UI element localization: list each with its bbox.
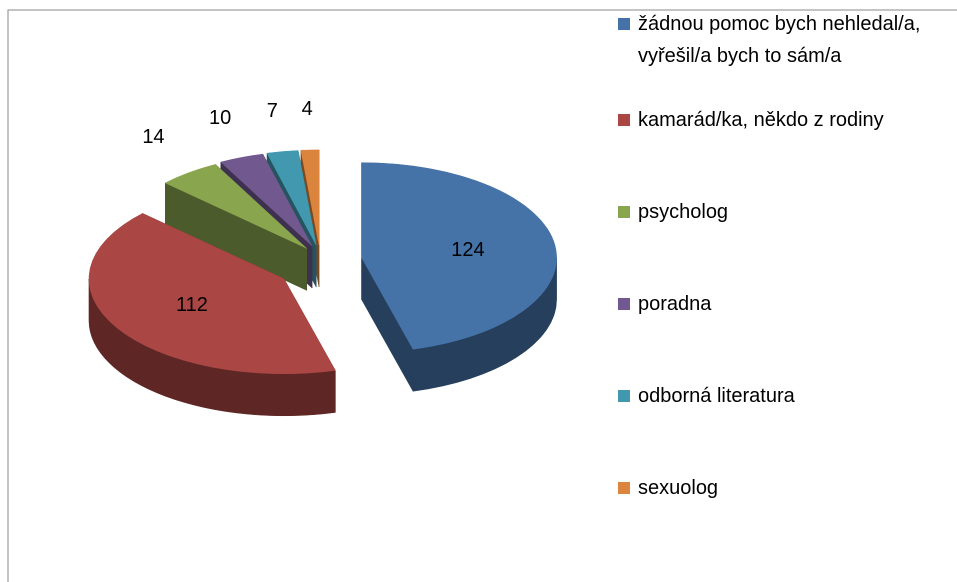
- legend-label: psycholog: [638, 201, 729, 223]
- legend-label: sexuolog: [638, 477, 719, 499]
- data-label: 10: [209, 107, 231, 129]
- data-label: 7: [267, 100, 278, 122]
- legend-item: sexuolog: [618, 472, 948, 504]
- legend-swatch: [618, 206, 630, 218]
- slice: [88, 213, 336, 375]
- legend-swatch: [618, 390, 630, 402]
- legend-label: žádnou pomoc bych nehledal/a, vyřešil/a …: [638, 13, 921, 67]
- slice: [164, 164, 307, 249]
- legend-item: kamarád/ka, někdo z rodiny: [618, 104, 948, 136]
- chart-border: [7, 9, 957, 582]
- pie-tops: [88, 149, 557, 375]
- legend-swatch: [618, 114, 630, 126]
- data-label: 112: [176, 294, 208, 316]
- legend-item: žádnou pomoc bych nehledal/a, vyřešil/a …: [618, 8, 948, 72]
- legend-label: kamarád/ka, někdo z rodiny: [638, 109, 884, 131]
- legend-label: odborná literatura: [638, 385, 795, 407]
- legend-swatch: [618, 298, 630, 310]
- data-label: 4: [302, 98, 313, 120]
- data-label: 124: [451, 239, 484, 261]
- slice: [361, 162, 557, 350]
- legend-item: poradna: [618, 288, 948, 320]
- legend-item: psycholog: [618, 196, 948, 228]
- slice: [266, 150, 317, 246]
- slice: [220, 153, 313, 247]
- legend-swatch: [618, 18, 630, 30]
- legend-swatch: [618, 482, 630, 494]
- data-label: 14: [142, 126, 164, 148]
- legend-label: poradna: [638, 293, 712, 315]
- slice: [300, 149, 320, 245]
- legend-item: odborná literatura: [618, 380, 948, 412]
